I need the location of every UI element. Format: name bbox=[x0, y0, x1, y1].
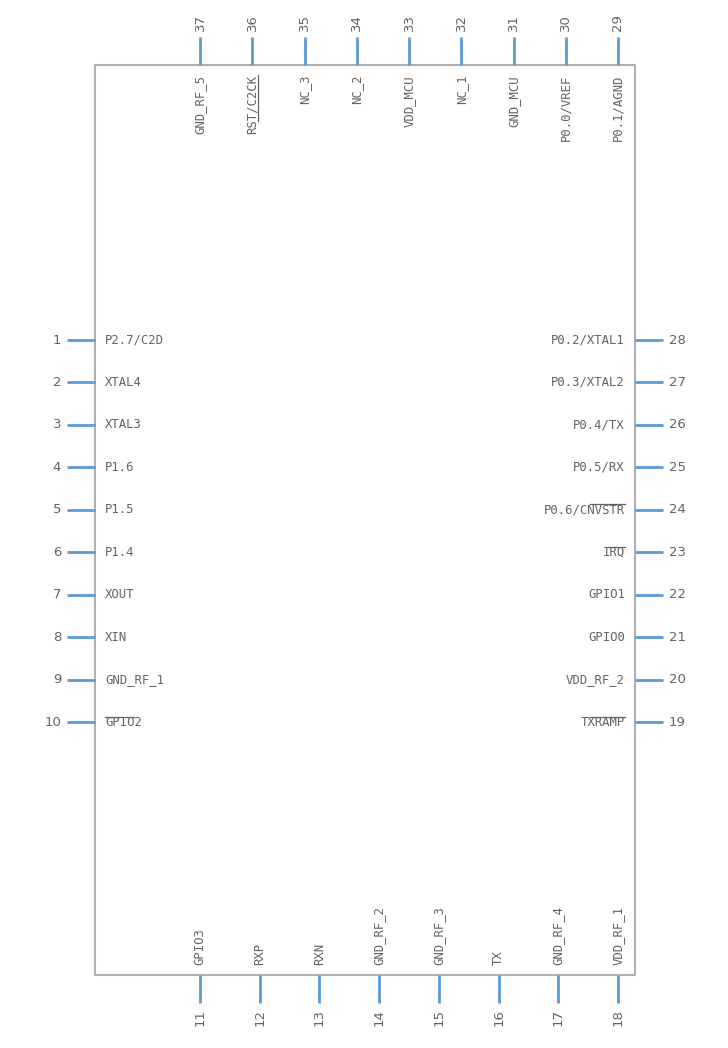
Text: 9: 9 bbox=[52, 673, 61, 686]
Text: 3: 3 bbox=[52, 418, 61, 432]
Text: 22: 22 bbox=[669, 588, 686, 602]
Text: NC_1: NC_1 bbox=[455, 75, 468, 105]
Text: P0.4/TX: P0.4/TX bbox=[574, 418, 625, 432]
Text: 7: 7 bbox=[52, 588, 61, 602]
Text: 26: 26 bbox=[669, 418, 686, 432]
Text: 4: 4 bbox=[52, 461, 61, 474]
Text: 6: 6 bbox=[52, 546, 61, 559]
Bar bbox=[95, 65, 635, 975]
Text: GND_RF_1: GND_RF_1 bbox=[105, 673, 164, 686]
Text: RST/C2CK: RST/C2CK bbox=[246, 75, 258, 134]
Text: P2.7/C2D: P2.7/C2D bbox=[105, 333, 164, 347]
Text: TX: TX bbox=[492, 951, 505, 965]
Text: 27: 27 bbox=[669, 376, 686, 389]
Text: 33: 33 bbox=[403, 14, 416, 31]
Text: P0.1/AGND: P0.1/AGND bbox=[612, 75, 625, 141]
Text: 35: 35 bbox=[298, 14, 311, 31]
Text: 31: 31 bbox=[507, 14, 520, 31]
Text: GPIO2: GPIO2 bbox=[105, 716, 142, 728]
Text: 12: 12 bbox=[253, 1009, 266, 1026]
Text: 28: 28 bbox=[669, 333, 686, 347]
Text: 1: 1 bbox=[52, 333, 61, 347]
Text: GND_RF_2: GND_RF_2 bbox=[373, 907, 386, 965]
Text: RXP: RXP bbox=[253, 943, 266, 965]
Text: XOUT: XOUT bbox=[105, 588, 135, 602]
Text: 32: 32 bbox=[455, 14, 468, 31]
Text: 15: 15 bbox=[432, 1009, 446, 1026]
Text: 29: 29 bbox=[612, 14, 625, 31]
Text: GND_RF_4: GND_RF_4 bbox=[552, 907, 565, 965]
Text: 17: 17 bbox=[552, 1009, 565, 1026]
Text: 21: 21 bbox=[669, 631, 686, 643]
Text: 25: 25 bbox=[669, 461, 686, 474]
Text: 37: 37 bbox=[194, 14, 207, 31]
Text: 30: 30 bbox=[559, 14, 572, 31]
Text: P0.5/RX: P0.5/RX bbox=[574, 461, 625, 474]
Text: 20: 20 bbox=[669, 673, 686, 686]
Text: GND_RF_5: GND_RF_5 bbox=[194, 75, 207, 134]
Text: TXRAMP: TXRAMP bbox=[581, 716, 625, 728]
Text: P1.4: P1.4 bbox=[105, 546, 135, 559]
Text: XTAL4: XTAL4 bbox=[105, 376, 142, 389]
Text: P0.3/XTAL2: P0.3/XTAL2 bbox=[551, 376, 625, 389]
Text: GPIO1: GPIO1 bbox=[588, 588, 625, 602]
Text: 18: 18 bbox=[612, 1009, 625, 1026]
Text: VDD_MCU: VDD_MCU bbox=[403, 75, 416, 127]
Text: P0.0/VREF: P0.0/VREF bbox=[559, 75, 572, 141]
Text: 2: 2 bbox=[52, 376, 61, 389]
Text: 16: 16 bbox=[492, 1009, 505, 1026]
Text: P1.6: P1.6 bbox=[105, 461, 135, 474]
Text: GND_MCU: GND_MCU bbox=[507, 75, 520, 127]
Text: 13: 13 bbox=[313, 1009, 326, 1026]
Text: GPIO0: GPIO0 bbox=[588, 631, 625, 643]
Text: 24: 24 bbox=[669, 503, 686, 517]
Text: XTAL3: XTAL3 bbox=[105, 418, 142, 432]
Text: VDD_RF_1: VDD_RF_1 bbox=[612, 907, 625, 965]
Text: 14: 14 bbox=[373, 1009, 386, 1026]
Text: 8: 8 bbox=[52, 631, 61, 643]
Text: XIN: XIN bbox=[105, 631, 127, 643]
Text: RXN: RXN bbox=[313, 943, 326, 965]
Text: NC_3: NC_3 bbox=[298, 75, 311, 105]
Text: 23: 23 bbox=[669, 546, 686, 559]
Text: P0.6/CNVSTR: P0.6/CNVSTR bbox=[544, 503, 625, 517]
Text: 19: 19 bbox=[669, 716, 686, 728]
Text: NC_2: NC_2 bbox=[350, 75, 363, 105]
Text: GND_RF_3: GND_RF_3 bbox=[432, 907, 446, 965]
Text: 5: 5 bbox=[52, 503, 61, 517]
Text: 34: 34 bbox=[350, 14, 363, 31]
Text: 11: 11 bbox=[194, 1009, 207, 1026]
Text: P0.2/XTAL1: P0.2/XTAL1 bbox=[551, 333, 625, 347]
Text: GPIO3: GPIO3 bbox=[194, 929, 207, 965]
Text: IRQ: IRQ bbox=[603, 546, 625, 559]
Text: P1.5: P1.5 bbox=[105, 503, 135, 517]
Text: VDD_RF_2: VDD_RF_2 bbox=[566, 673, 625, 686]
Text: 10: 10 bbox=[44, 716, 61, 728]
Text: 36: 36 bbox=[246, 14, 258, 31]
